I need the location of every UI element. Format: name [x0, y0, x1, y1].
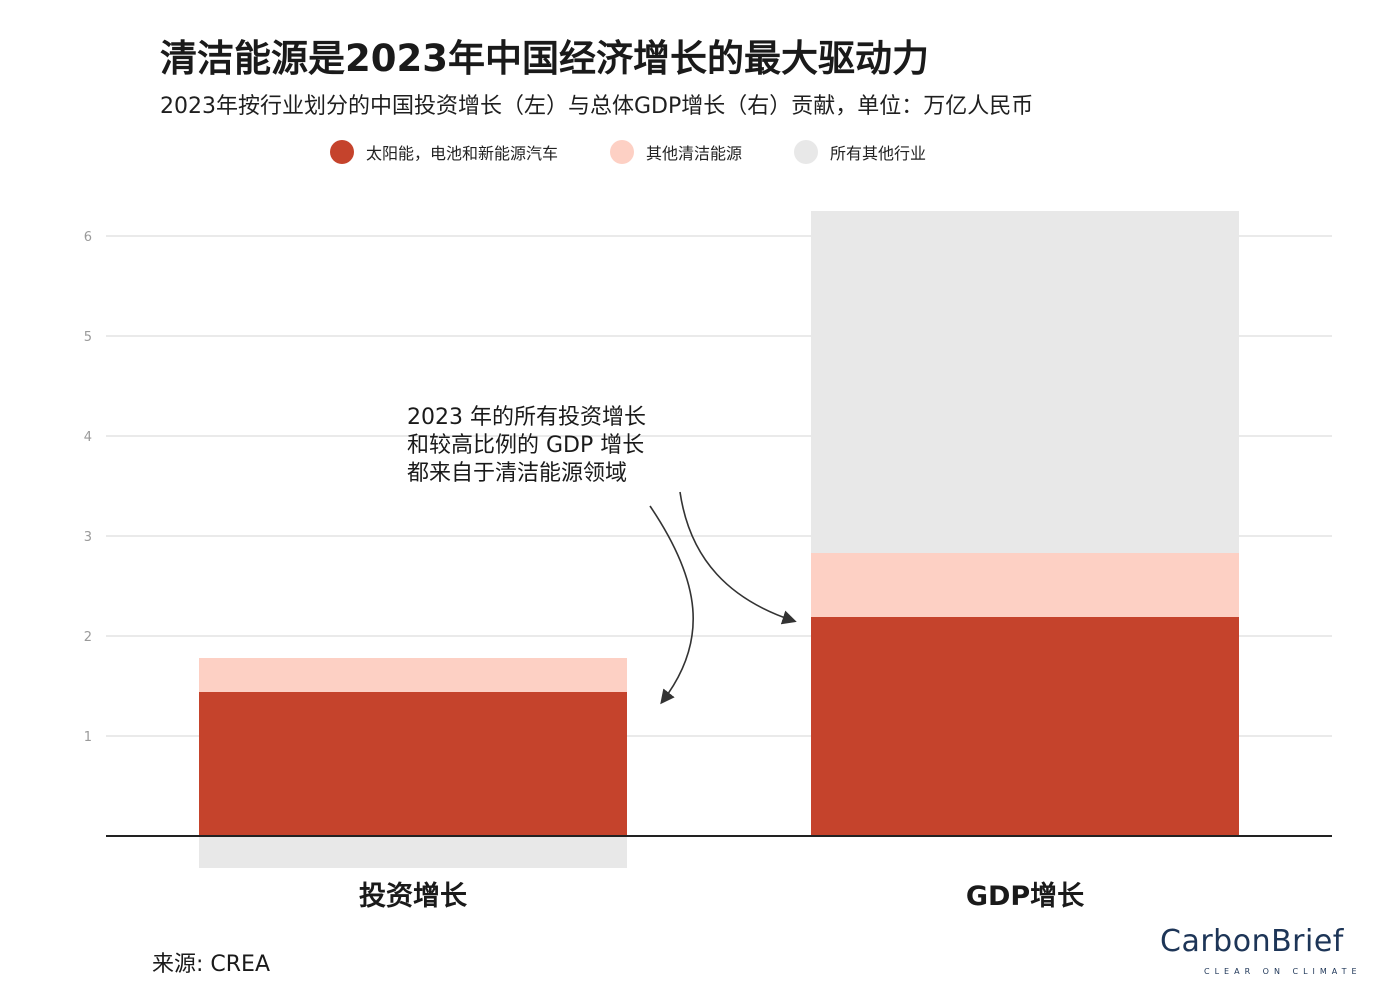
bar-investment-solar — [199, 692, 627, 836]
y-tick-label-5: 5 — [84, 330, 92, 345]
legend-label-all-other: 所有其他行业 — [830, 144, 927, 163]
chart-title: 清洁能源是2023年中国经济增长的最大驱动力 — [160, 37, 929, 80]
annotation-arrow-investment — [649, 505, 695, 705]
legend-item-solar: 太阳能，电池和新能源汽车 — [330, 140, 558, 164]
category-label-investment: 投资增长 — [359, 880, 468, 912]
annotation-line-2: 和较高比例的 GDP 增长 — [407, 433, 644, 458]
y-tick-label-1: 1 — [84, 730, 92, 745]
bar-gdp-solar — [811, 617, 1239, 836]
bars — [199, 211, 1239, 868]
category-label-gdp: GDP增长 — [966, 880, 1085, 912]
legend-swatch-solar — [330, 140, 354, 164]
legend-label-other-clean: 其他清洁能源 — [646, 144, 743, 163]
chart-subtitle: 2023年按行业划分的中国投资增长（左）与总体GDP增长（右）贡献，单位：万亿人… — [160, 94, 1034, 119]
brand-tagline: CLEAR ON CLIMATE — [1204, 967, 1362, 976]
legend-swatch-other-clean — [610, 140, 635, 164]
bar-gdp-all-other — [811, 211, 1239, 553]
legend-label-solar: 太阳能，电池和新能源汽车 — [366, 144, 559, 163]
y-tick-label-6: 6 — [84, 230, 92, 245]
y-tick-label-3: 3 — [84, 530, 92, 545]
bar-gdp-other-clean — [811, 553, 1239, 617]
bar-investment-other-clean — [199, 658, 627, 692]
legend-item-other-clean: 其他清洁能源 — [610, 140, 742, 164]
annotation-line-1: 2023 年的所有投资增长 — [407, 405, 646, 430]
annotation-line-3: 都来自于清洁能源领域 — [407, 461, 627, 486]
bar-investment-all-other — [199, 836, 627, 868]
annotation-arrow-gdp — [679, 491, 797, 625]
y-tick-label-2: 2 — [84, 630, 92, 645]
y-tick-label-4: 4 — [84, 430, 92, 445]
legend-item-all-other: 所有其他行业 — [794, 140, 926, 164]
source-note: 来源: CREA — [152, 952, 271, 977]
category-labels: 投资增长 GDP增长 — [359, 880, 1085, 912]
legend-swatch-all-other — [794, 140, 819, 164]
brand-logo: CarbonBrief — [1160, 924, 1344, 959]
chart-legend: 太阳能，电池和新能源汽车 其他清洁能源 所有其他行业 — [330, 140, 978, 164]
